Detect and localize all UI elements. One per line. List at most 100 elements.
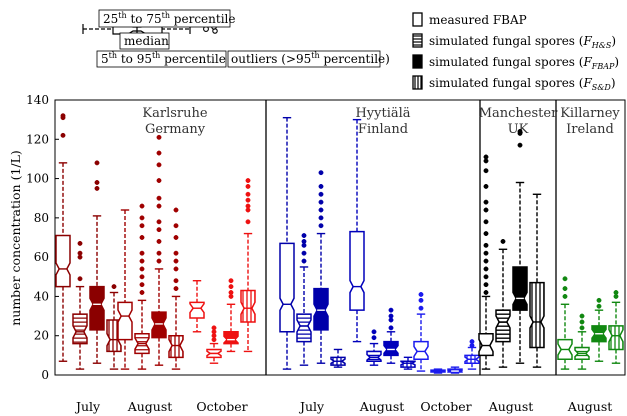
- outlier-point: [483, 219, 489, 225]
- outlier-point: [418, 297, 424, 303]
- notched-box: [151, 311, 167, 339]
- y-tick-label: 140: [26, 93, 49, 107]
- outlier-point: [139, 282, 145, 288]
- notched-box: [400, 360, 416, 368]
- outlier-point: [156, 134, 162, 140]
- month-label: October: [420, 399, 471, 414]
- notched-box: [206, 348, 222, 359]
- outlier-point: [301, 233, 307, 238]
- outlier-point: [483, 199, 489, 205]
- outlier-point: [211, 325, 217, 331]
- notched-box: [296, 313, 312, 343]
- notched-box: [240, 289, 256, 323]
- notched-box: [574, 346, 590, 361]
- notched-box: [495, 309, 511, 343]
- outlier-point: [156, 150, 162, 156]
- outlier-point: [156, 219, 162, 225]
- outlier-point: [483, 274, 489, 280]
- outlier-point: [418, 305, 424, 311]
- outlier-point: [173, 278, 179, 284]
- legend-text-part: ): [614, 55, 619, 69]
- outlier-point: [318, 223, 324, 229]
- site-name-label: Hyytiälä: [355, 106, 410, 121]
- notched-box: [117, 301, 133, 341]
- outlier-point: [483, 250, 489, 256]
- outlier-point: [94, 180, 100, 185]
- legend-text-part: measured FBAP: [429, 13, 527, 27]
- month-label: July: [298, 399, 325, 414]
- outlier-point: [228, 278, 234, 284]
- outlier-point: [483, 258, 489, 264]
- outlier-point: [301, 238, 307, 244]
- notched-box: [134, 333, 150, 355]
- site-name-label: Manchester: [479, 106, 558, 121]
- legend-swatch: [412, 12, 423, 27]
- notched-box: [464, 354, 480, 364]
- outlier-point: [245, 183, 251, 189]
- box-group: August: [478, 128, 545, 414]
- legend-label: simulated fungal spores (FS&D): [429, 76, 616, 92]
- outlier-point: [483, 266, 489, 272]
- month-label: August: [567, 399, 613, 414]
- outlier-point: [388, 325, 394, 331]
- legend-text-part: F: [582, 55, 592, 69]
- notched-box: [366, 350, 382, 362]
- outlier-point: [139, 235, 145, 240]
- legend-text-part: F: [582, 76, 592, 90]
- plot-frame: [54, 99, 626, 376]
- outlier-point: [139, 266, 145, 272]
- outlier-point: [562, 286, 568, 292]
- key-outlier-3: [212, 28, 218, 34]
- site-country-label: UK: [508, 122, 529, 137]
- outlier-point: [139, 250, 145, 256]
- outlier-point: [318, 215, 324, 221]
- outlier-point: [173, 250, 179, 256]
- notched-box: [55, 234, 71, 288]
- outlier-point: [318, 207, 324, 213]
- outlier-point: [318, 170, 324, 176]
- outlier-point: [156, 162, 162, 168]
- legend-text-part: ): [611, 76, 616, 90]
- legend-text-part: ): [611, 34, 616, 48]
- outlier-point: [318, 183, 324, 189]
- y-tick-label: 120: [26, 132, 49, 146]
- outlier-point: [500, 238, 506, 244]
- key-median-label: median: [124, 34, 169, 48]
- outlier-point: [613, 290, 619, 295]
- outlier-point: [371, 335, 377, 341]
- outlier-point: [562, 293, 568, 299]
- key-diagram: 25th to 75th percentile median 5th to 95…: [82, 9, 390, 68]
- outlier-point: [60, 113, 66, 119]
- legend-text-part: H&S: [591, 41, 612, 50]
- box-group: October: [413, 292, 480, 414]
- key-p5-95-frame: [96, 50, 227, 68]
- outlier-point: [156, 203, 162, 209]
- outlier-point: [77, 276, 83, 282]
- key-p5-95-label: 5th to 95th percentile: [101, 51, 226, 66]
- notched-box: [72, 313, 88, 345]
- notched-box: [189, 301, 205, 319]
- key-outliers-frame: [227, 50, 381, 68]
- outlier-point: [483, 154, 489, 160]
- outlier-point: [562, 276, 568, 282]
- month-label: July: [74, 399, 101, 414]
- notched-box: [313, 287, 329, 331]
- outlier-point: [156, 258, 162, 264]
- outlier-point: [596, 303, 602, 309]
- box-group: July: [279, 116, 346, 414]
- outlier-point: [245, 219, 251, 225]
- outlier-point: [388, 307, 394, 313]
- notched-box: [478, 333, 494, 357]
- data-marks: July August October July August October August…: [55, 113, 624, 414]
- legend-label: measured FBAP: [429, 13, 527, 27]
- legend-text-part: simulated fungal spores (: [429, 34, 583, 48]
- outlier-point: [139, 258, 145, 264]
- site-country-label: Germany: [145, 122, 206, 137]
- outlier-point: [517, 142, 523, 148]
- notched-box: [89, 285, 105, 331]
- legend-label: simulated fungal spores (FFBAP): [429, 55, 619, 71]
- legend-swatch: [412, 54, 423, 69]
- outlier-point: [156, 178, 162, 183]
- outlier-point: [173, 207, 179, 213]
